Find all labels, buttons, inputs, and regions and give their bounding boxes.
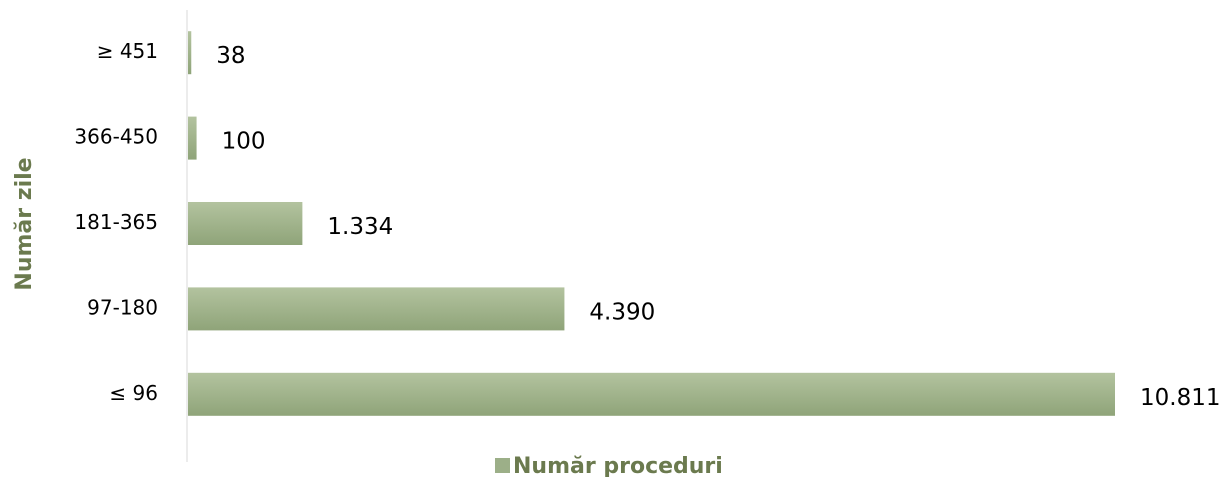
data-label: 10.811 [1140, 385, 1220, 411]
bar [188, 116, 197, 160]
y-tick-label: 97-180 [87, 295, 158, 319]
y-tick-label: 366-450 [74, 125, 158, 149]
data-label: 1.334 [327, 214, 393, 240]
data-label: 100 [222, 129, 266, 155]
data-label: 38 [216, 43, 245, 69]
data-label: 4.390 [589, 299, 655, 325]
y-tick-label: 181-365 [74, 210, 158, 234]
legend-swatch [495, 458, 510, 473]
y-tick-label: ≥ 451 [97, 39, 158, 63]
y-tick-label: ≤ 96 [109, 381, 158, 405]
legend-label: Număr proceduri [513, 454, 723, 477]
bar [188, 202, 303, 245]
bar [188, 31, 192, 75]
bar [188, 287, 565, 331]
bar [188, 372, 1115, 416]
y-axis-label: Număr zile [12, 157, 37, 290]
